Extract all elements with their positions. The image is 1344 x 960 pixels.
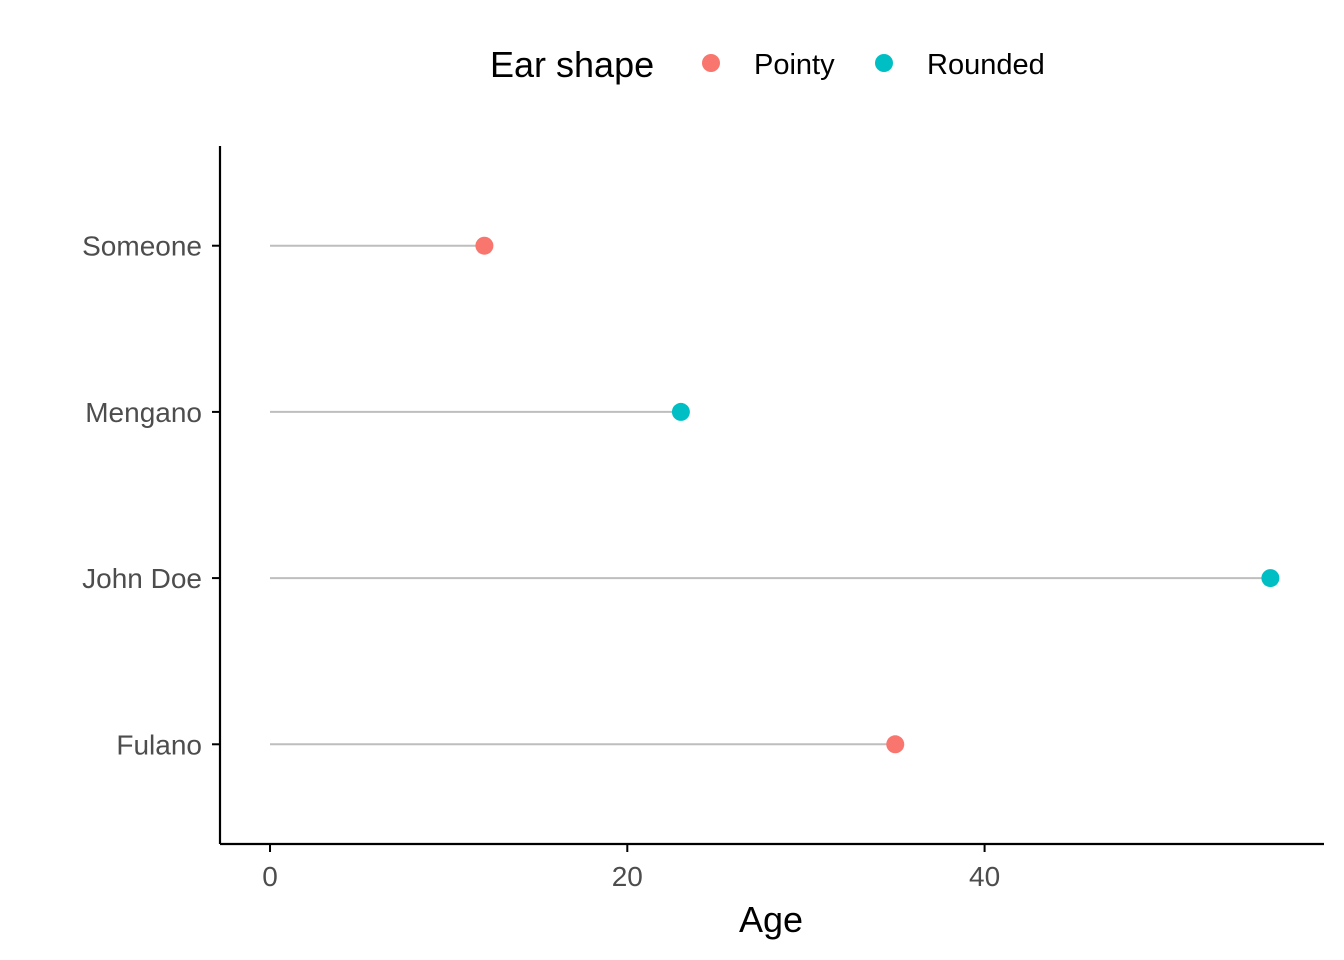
- x-ticks: 0 20 40: [262, 844, 1000, 892]
- legend-label-pointy: Pointy: [754, 49, 835, 81]
- legend: Ear shape Pointy Rounded: [490, 44, 1045, 85]
- axes: [218, 146, 1324, 846]
- x-tick-label: 40: [969, 861, 1000, 892]
- y-tick-label: Someone: [82, 231, 202, 262]
- point-john-doe: [1261, 569, 1280, 588]
- points-layer: [475, 236, 1280, 754]
- legend-label-rounded: Rounded: [927, 49, 1045, 81]
- legend-key-pointy: [702, 54, 720, 72]
- segments-layer: [270, 244, 1271, 746]
- y-tick-label: John Doe: [82, 563, 202, 594]
- point-someone: [475, 236, 494, 255]
- point-mengano: [671, 402, 690, 421]
- y-tick-label: Mengano: [85, 397, 202, 428]
- y-tick-label: Fulano: [116, 729, 202, 760]
- x-axis-title: Age: [739, 899, 803, 940]
- y-ticks: Fulano John Doe Mengano Someone: [82, 231, 220, 760]
- point-fulano: [886, 735, 905, 754]
- legend-title: Ear shape: [490, 44, 654, 85]
- x-tick-label: 20: [612, 861, 643, 892]
- x-tick-label: 0: [262, 861, 278, 892]
- legend-key-rounded: [875, 54, 893, 72]
